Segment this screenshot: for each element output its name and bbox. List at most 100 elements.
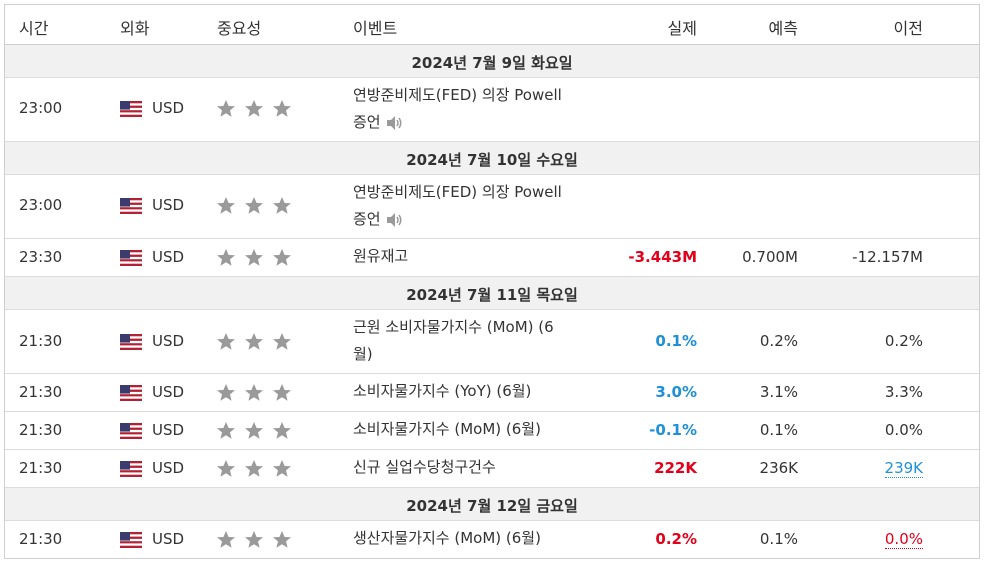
- event-currency: USD: [152, 248, 185, 266]
- star-icon: [245, 422, 263, 439]
- us-flag-icon: [120, 101, 142, 117]
- table-row[interactable]: 21:30 USD 생산자물가지수 (MoM) (6월) 0.2% 0.1% 0…: [5, 521, 979, 558]
- event-name-line2: 증언: [353, 206, 623, 233]
- actual-value: 0.1%: [655, 332, 697, 350]
- table-row[interactable]: 21:30 USD 소비자물가지수 (MoM) (6월) -0.1% 0.1% …: [5, 412, 979, 450]
- header-importance: 중요성: [217, 19, 262, 38]
- event-currency: USD: [152, 332, 185, 350]
- event-currency: USD: [152, 421, 185, 439]
- economic-calendar-table: 시간 외화 중요성 이벤트 실제 예측 이전 2024년 7월 9일 화요일 2…: [4, 4, 980, 559]
- header-forecast: 예측: [768, 19, 798, 38]
- us-flag-icon: [120, 198, 142, 214]
- event-name-line2-text: 증언: [353, 113, 381, 131]
- star-icon: [245, 197, 263, 214]
- actual-value: 222K: [654, 459, 697, 477]
- star-icon: [273, 422, 291, 439]
- previous-value-revised[interactable]: 0.0%: [884, 530, 923, 549]
- header-previous: 이전: [893, 19, 923, 38]
- star-icon: [245, 333, 263, 350]
- event-name[interactable]: 원유재고: [353, 247, 409, 265]
- event-name[interactable]: 근원 소비자물가지수 (MoM) (6 월): [353, 314, 623, 368]
- event-name[interactable]: 신규 실업수당청구건수: [353, 458, 496, 476]
- table-row[interactable]: 21:30 USD 근원 소비자물가지수 (MoM) (6 월) 0.1% 0.…: [5, 310, 979, 374]
- event-name-line2: 월): [353, 345, 373, 363]
- forecast-value: 0.700M: [742, 248, 798, 266]
- us-flag-icon: [120, 334, 142, 350]
- importance-stars: [217, 333, 291, 350]
- event-time: 23:00: [19, 196, 63, 214]
- event-time: 21:30: [19, 421, 63, 439]
- actual-value: 3.0%: [655, 383, 697, 401]
- importance-stars: [217, 422, 291, 439]
- event-currency: USD: [152, 459, 185, 477]
- event-time: 23:30: [19, 248, 63, 266]
- star-icon: [245, 531, 263, 548]
- table-header: 시간 외화 중요성 이벤트 실제 예측 이전: [5, 5, 979, 45]
- table-row[interactable]: 23:30 USD 원유재고 -3.443M 0.700M -12.157M: [5, 239, 979, 277]
- star-icon: [217, 422, 235, 439]
- forecast-value: 0.2%: [759, 332, 798, 350]
- table-row[interactable]: 23:00 USD 연방준비제도(FED) 의장 Powell 증언: [5, 175, 979, 239]
- event-name-line2-text: 증언: [353, 210, 381, 228]
- event-name[interactable]: 생산자물가지수 (MoM) (6월): [353, 529, 541, 547]
- star-icon: [273, 384, 291, 401]
- star-icon: [273, 197, 291, 214]
- event-name-line2: 증언: [353, 109, 623, 136]
- star-icon: [245, 460, 263, 477]
- actual-value: 0.2%: [655, 530, 697, 548]
- us-flag-icon: [120, 532, 142, 548]
- header-time: 시간: [19, 19, 49, 38]
- header-actual: 실제: [667, 19, 697, 38]
- star-icon: [245, 384, 263, 401]
- forecast-value: 0.1%: [759, 421, 798, 439]
- star-icon: [217, 384, 235, 401]
- date-row: 2024년 7월 10일 수요일: [5, 142, 979, 175]
- previous-value-revised[interactable]: 239K: [884, 459, 923, 478]
- event-name[interactable]: 소비자물가지수 (MoM) (6월): [353, 420, 541, 438]
- date-label: 2024년 7월 9일 화요일: [411, 54, 573, 72]
- previous-value: 0.2%: [884, 332, 923, 350]
- table-row[interactable]: 21:30 USD 소비자물가지수 (YoY) (6월) 3.0% 3.1% 3…: [5, 374, 979, 412]
- event-name-line1: 연방준비제도(FED) 의장 Powell: [353, 86, 562, 104]
- previous-value: 3.3%: [884, 383, 923, 401]
- event-name[interactable]: 연방준비제도(FED) 의장 Powell 증언: [353, 82, 623, 136]
- star-icon: [217, 100, 235, 117]
- event-name[interactable]: 소비자물가지수 (YoY) (6월): [353, 382, 532, 400]
- event-time: 23:00: [19, 99, 63, 117]
- event-currency: USD: [152, 99, 185, 117]
- star-icon: [217, 333, 235, 350]
- table-row[interactable]: 21:30 USD 신규 실업수당청구건수 222K 236K 239K: [5, 450, 979, 488]
- us-flag-icon: [120, 250, 142, 266]
- event-time: 21:30: [19, 459, 63, 477]
- star-icon: [273, 531, 291, 548]
- event-name-line1: 연방준비제도(FED) 의장 Powell: [353, 183, 562, 201]
- star-icon: [217, 197, 235, 214]
- previous-value: -12.157M: [852, 248, 923, 266]
- date-label: 2024년 7월 10일 수요일: [406, 151, 578, 169]
- star-icon: [273, 249, 291, 266]
- us-flag-icon: [120, 461, 142, 477]
- actual-value: -0.1%: [649, 421, 697, 439]
- star-icon: [217, 249, 235, 266]
- importance-stars: [217, 100, 291, 117]
- event-currency: USD: [152, 196, 185, 214]
- importance-stars: [217, 384, 291, 401]
- importance-stars: [217, 531, 291, 548]
- star-icon: [273, 460, 291, 477]
- event-name[interactable]: 연방준비제도(FED) 의장 Powell 증언: [353, 179, 623, 233]
- forecast-value: 0.1%: [759, 530, 798, 548]
- date-label: 2024년 7월 12일 금요일: [406, 497, 578, 515]
- event-time: 21:30: [19, 383, 63, 401]
- event-time: 21:30: [19, 530, 63, 548]
- table-row[interactable]: 23:00 USD 연방준비제도(FED) 의장 Powell 증언: [5, 78, 979, 142]
- importance-stars: [217, 249, 291, 266]
- star-icon: [217, 460, 235, 477]
- us-flag-icon: [120, 385, 142, 401]
- event-name-line1: 근원 소비자물가지수 (MoM) (6: [353, 318, 554, 336]
- star-icon: [217, 531, 235, 548]
- speaker-icon[interactable]: [386, 115, 403, 130]
- actual-value: -3.443M: [628, 248, 697, 266]
- star-icon: [245, 249, 263, 266]
- forecast-value: 236K: [759, 459, 798, 477]
- speaker-icon[interactable]: [386, 212, 403, 227]
